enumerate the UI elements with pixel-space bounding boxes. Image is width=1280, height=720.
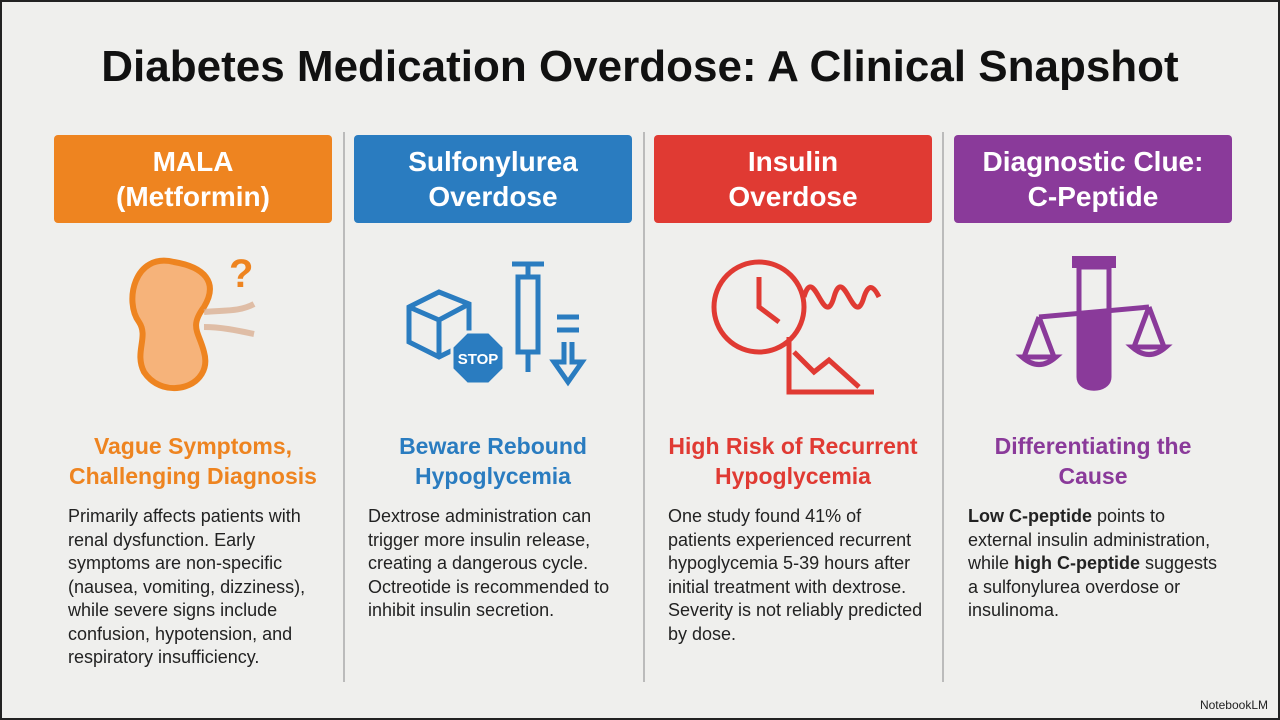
body-segment: Dextrose administration can trigger more… [368, 506, 610, 620]
header-line: Overdose [428, 181, 558, 212]
subheading-line: Hypoglycemia [715, 463, 871, 489]
subheading-line: Beware Rebound [399, 433, 587, 459]
body-segment: suggests a sulfonylurea overdose or insu… [968, 553, 1218, 620]
column-header: Diagnostic Clue: C-Peptide [954, 135, 1232, 223]
kidney-icon: ? [129, 252, 256, 391]
header-line: Diagnostic Clue: [982, 146, 1204, 177]
subheading: Beware Rebound Hypoglycemia [354, 431, 632, 491]
subheading-line: Hypoglycemia [415, 463, 571, 489]
body-text: Low C-peptide points to external insulin… [968, 505, 1226, 623]
subheading-line: Cause [1058, 463, 1128, 489]
body-text: Dextrose administration can trigger more… [368, 505, 626, 623]
subheading-line: Vague Symptoms, [93, 433, 293, 459]
divider [942, 132, 944, 682]
sulfonylurea-icon: STOP [406, 261, 587, 387]
body-segment: One study found 41% of patients experien… [668, 506, 923, 644]
body-text: Primarily affects patients with renal dy… [68, 505, 326, 670]
column-header: Sulfonylurea Overdose [354, 135, 632, 223]
icon-label: STOP [458, 351, 499, 368]
header-line: Insulin [747, 146, 839, 177]
header-line: Sulfonylurea [408, 146, 578, 177]
subheading: Differentiating the Cause [954, 431, 1232, 491]
column: Sulfonylurea Overdose Beware Rebound Hypogl… [354, 135, 632, 620]
insulin-icon [711, 259, 882, 395]
body-text: One study found 41% of patients experien… [668, 505, 926, 646]
header-line: Overdose [728, 181, 858, 212]
column: Diagnostic Clue: C-Peptide Differentiating… [954, 135, 1232, 620]
column-header: Insulin Overdose [654, 135, 932, 223]
body-segment: Low C-peptide [968, 506, 1092, 526]
divider [343, 132, 345, 682]
header-line: C-Peptide [1027, 181, 1159, 212]
column: Insulin Overdose High Risk of Recurrent Hyp… [654, 135, 932, 644]
body-segment: high C-peptide [1014, 553, 1141, 573]
column: MALA (Metformin) Vague Symptoms, Challengin… [54, 135, 332, 667]
title: Diabetes Medication Overdose: A Clinical… [101, 42, 1179, 91]
body-segment: Primarily affects patients with renal dy… [68, 506, 306, 667]
icon-label: ? [229, 252, 253, 296]
subheading: Vague Symptoms, Challenging Diagnosis [54, 431, 332, 491]
subheading-line: High Risk of Recurrent [668, 433, 918, 459]
subheading-line: Differentiating the [994, 433, 1192, 459]
header-line: (Metformin) [116, 181, 270, 212]
divider [643, 132, 645, 682]
subheading: High Risk of Recurrent Hypoglycemia [654, 431, 932, 491]
c-peptide-icon [1015, 256, 1173, 391]
header-line: MALA [152, 146, 234, 177]
subheading-line: Challenging Diagnosis [69, 463, 317, 489]
column-header: MALA (Metformin) [54, 135, 332, 223]
body-segment: points to external insulin administratio… [968, 506, 1211, 573]
footer: NotebookLM [1199, 698, 1268, 712]
